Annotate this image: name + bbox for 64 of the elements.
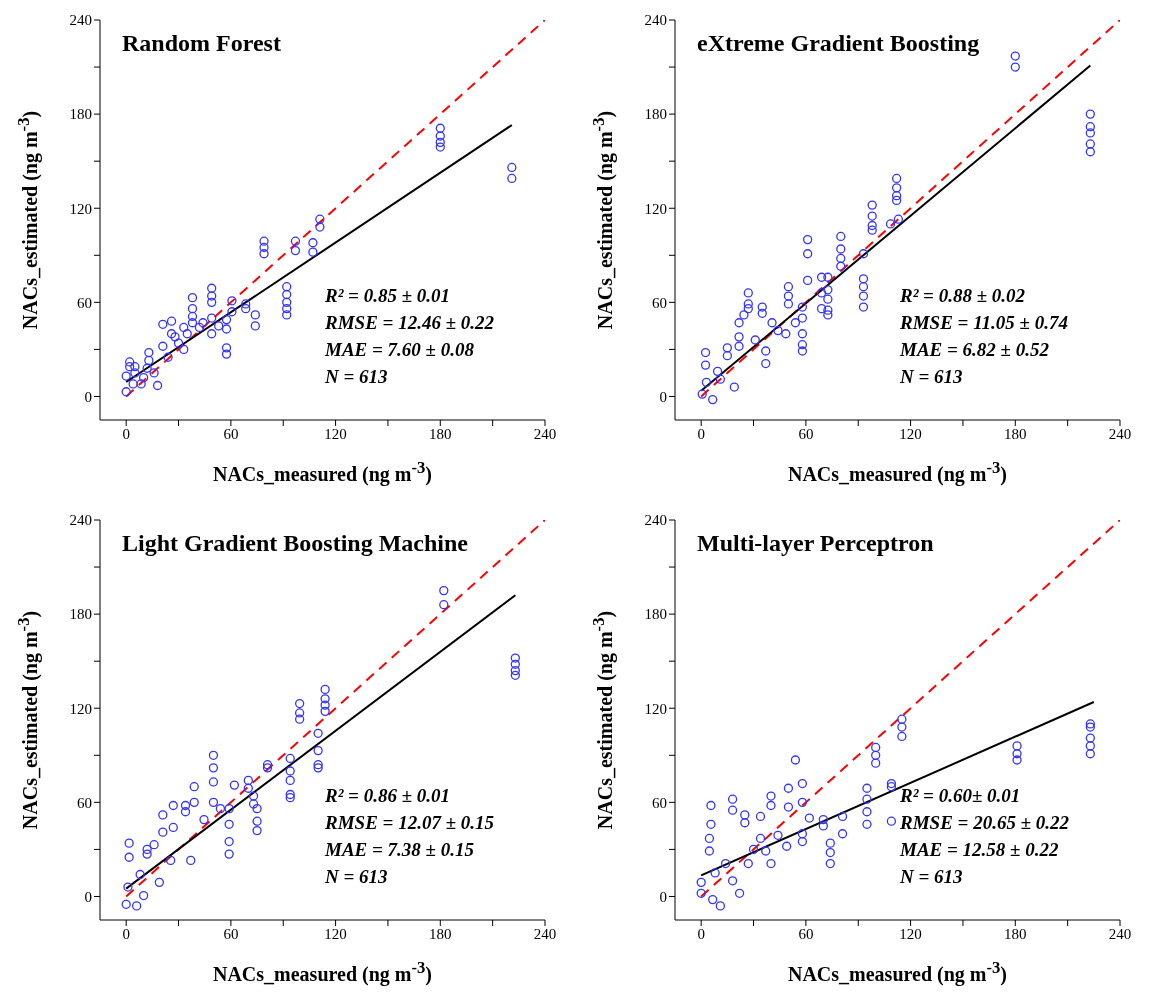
y-tick-label: 180 xyxy=(69,106,92,123)
x-tick-label: 60 xyxy=(798,925,814,942)
x-tick-label: 180 xyxy=(1004,425,1027,442)
x-tick-label: 240 xyxy=(533,925,557,942)
annotation: MAE = 12.58 ± 0.22 xyxy=(900,838,1060,862)
x-tick-label: 240 xyxy=(533,425,557,442)
x-tick-label: 0 xyxy=(697,925,705,942)
y-tick-label: 0 xyxy=(84,388,92,405)
y-tick-label: 240 xyxy=(644,512,667,529)
annotation: MAE = 6.82 ± 0.52 xyxy=(900,338,1050,362)
x-tick-label: 180 xyxy=(429,925,452,942)
y-tick-label: 0 xyxy=(84,888,92,905)
y-tick-label: 120 xyxy=(69,700,92,717)
x-tick-label: 60 xyxy=(223,925,239,942)
x-tick-label: 180 xyxy=(1004,925,1027,942)
chart-title: eXtreme Gradient Boosting xyxy=(697,30,980,57)
y-tick-label: 180 xyxy=(644,106,667,123)
annotation: N = 613 xyxy=(900,365,964,389)
y-tick-label: 120 xyxy=(644,700,667,717)
annotation: N = 613 xyxy=(325,865,389,889)
y-tick-label: 0 xyxy=(659,388,667,405)
x-tick-label: 0 xyxy=(122,425,130,442)
x-tick-label: 60 xyxy=(798,425,814,442)
x-axis-title: NACs_measured (ng m$^{-3}$) xyxy=(786,958,1009,986)
x-tick-label: 120 xyxy=(899,925,922,942)
annotation: R² = 0.85 ± 0.01 xyxy=(325,284,452,308)
annotation: R² = 0.88 ± 0.02 xyxy=(900,284,1027,308)
x-axis-title: NACs_measured (ng m$^{-3}$) xyxy=(211,958,434,986)
y-tick-label: 60 xyxy=(652,794,667,811)
x-tick-label: 60 xyxy=(223,425,239,442)
x-tick-label: 120 xyxy=(899,425,922,442)
y-tick-label: 120 xyxy=(69,200,92,217)
x-axis-title: NACs_measured (ng m$^{-3}$) xyxy=(786,458,1009,486)
x-tick-label: 240 xyxy=(1108,425,1132,442)
x-tick-label: 180 xyxy=(429,425,452,442)
annotation: MAE = 7.38 ± 0.15 xyxy=(325,838,475,862)
annotation: R² = 0.60± 0.01 xyxy=(900,784,1022,808)
y-tick-label: 60 xyxy=(77,294,92,311)
y-tick-label: 120 xyxy=(644,200,667,217)
annotation: N = 613 xyxy=(900,865,964,889)
annotation: R² = 0.86 ± 0.01 xyxy=(325,784,452,808)
y-tick-label: 180 xyxy=(69,606,92,623)
chart-title: Random Forest xyxy=(122,30,281,57)
chart-title: Light Gradient Boosting Machine xyxy=(122,530,469,557)
y-tick-label: 60 xyxy=(652,294,667,311)
x-tick-label: 0 xyxy=(697,425,705,442)
x-tick-label: 120 xyxy=(324,425,347,442)
y-tick-label: 240 xyxy=(69,12,92,29)
y-tick-label: 60 xyxy=(77,794,92,811)
y-tick-label: 180 xyxy=(644,606,667,623)
annotation: RMSE = 12.46 ± 0.22 xyxy=(325,311,495,335)
annotation: RMSE = 11.05 ± 0.74 xyxy=(900,311,1069,335)
y-tick-label: 0 xyxy=(659,888,667,905)
x-tick-label: 240 xyxy=(1108,925,1132,942)
chart-title: Multi-layer Perceptron xyxy=(697,530,934,557)
annotation: MAE = 7.60 ± 0.08 xyxy=(325,338,475,362)
y-tick-label: 240 xyxy=(644,12,667,29)
x-tick-label: 120 xyxy=(324,925,347,942)
annotation: RMSE = 12.07 ± 0.15 xyxy=(325,811,495,835)
x-axis-title: NACs_measured (ng m$^{-3}$) xyxy=(211,458,434,486)
annotation: N = 613 xyxy=(325,365,389,389)
annotation: RMSE = 20.65 ± 0.22 xyxy=(900,811,1070,835)
y-tick-label: 240 xyxy=(69,512,92,529)
x-tick-label: 0 xyxy=(122,925,130,942)
